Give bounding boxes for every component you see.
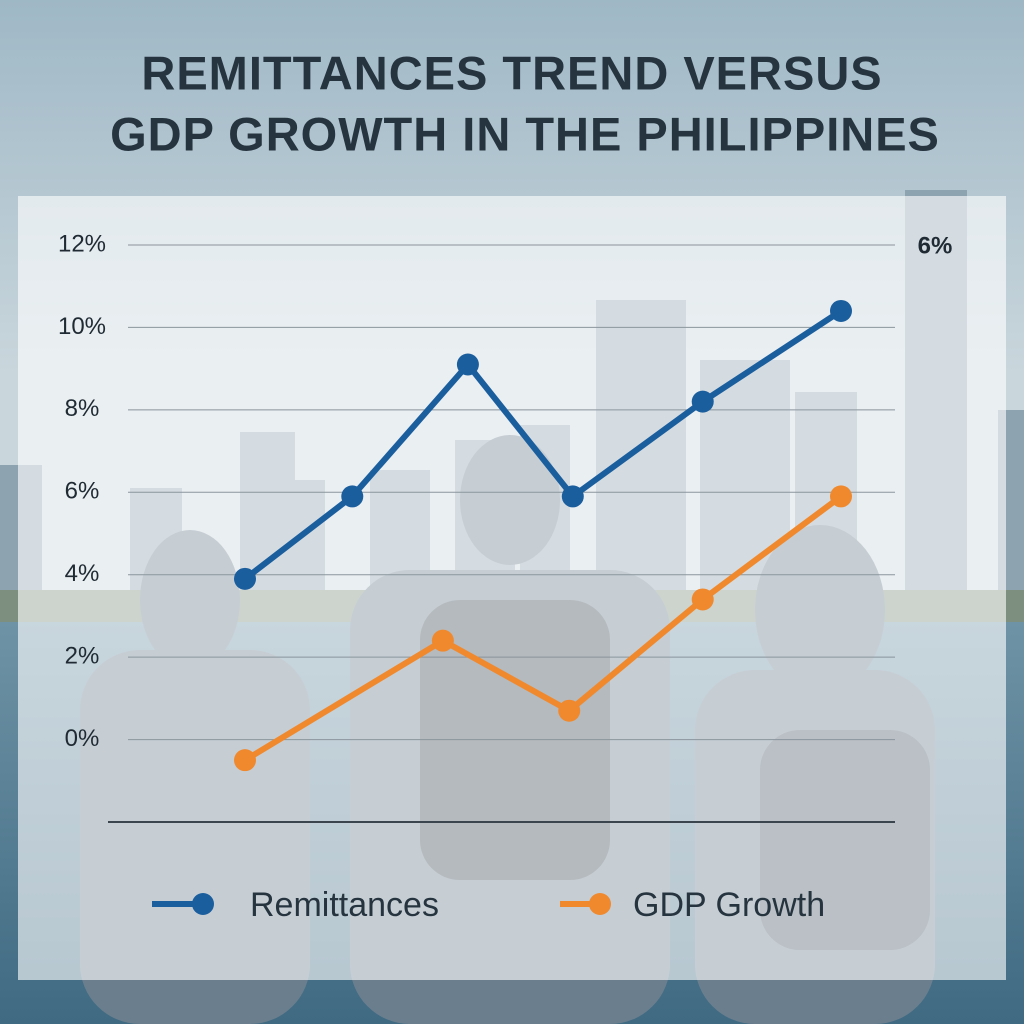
data-point <box>561 485 584 508</box>
data-point <box>341 485 364 508</box>
chart-title: REMITTANCES TREND VERSUS <box>141 46 882 99</box>
data-point <box>691 588 714 611</box>
y-tick-label: 0% <box>65 725 100 752</box>
chart-panel <box>18 196 1006 980</box>
series-line <box>243 308 843 582</box>
data-point <box>558 699 581 722</box>
data-point <box>691 390 714 413</box>
chart-title: GDP GROWTH IN THE PHILIPPINES <box>110 107 940 160</box>
data-point <box>830 299 852 322</box>
data-point <box>234 749 256 772</box>
y-tick-label: 2% <box>65 642 100 669</box>
y-tick-label: 10% <box>58 313 106 340</box>
data-point <box>456 353 479 376</box>
data-point <box>234 567 256 590</box>
y-tick-label: 12% <box>58 230 106 257</box>
y-tick-label: 8% <box>65 395 100 422</box>
legend-marker <box>192 893 214 915</box>
legend-marker <box>589 893 611 915</box>
annotation: 6% <box>918 232 953 259</box>
legend-label: Remittances <box>250 886 439 924</box>
y-tick-label: 6% <box>65 478 100 505</box>
data-point <box>431 629 454 652</box>
legend-label: GDP Growth <box>633 886 825 924</box>
y-tick-label: 4% <box>65 560 100 587</box>
data-point <box>830 485 852 508</box>
